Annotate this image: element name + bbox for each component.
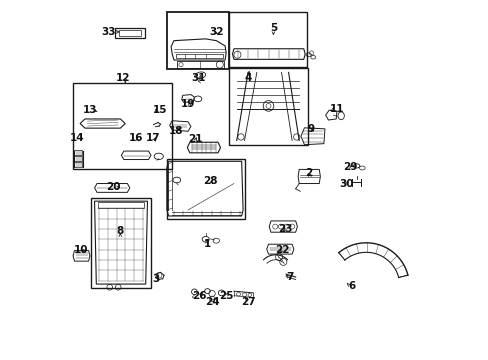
Text: 6: 6 (348, 281, 355, 291)
Text: 22: 22 (274, 245, 289, 255)
Bar (91, 198, 151, 288)
Text: 9: 9 (307, 124, 314, 134)
Bar (228, 68, 307, 145)
Text: 18: 18 (169, 126, 183, 136)
Text: 12: 12 (115, 73, 130, 83)
Text: 15: 15 (152, 105, 167, 115)
Text: 11: 11 (329, 104, 344, 114)
Text: 16: 16 (128, 133, 143, 143)
Text: 27: 27 (241, 297, 256, 307)
Text: 8: 8 (117, 226, 123, 236)
Text: 26: 26 (192, 292, 206, 301)
Text: 19: 19 (181, 99, 195, 109)
Text: 32: 32 (208, 27, 223, 37)
Text: 28: 28 (203, 176, 217, 186)
Text: 21: 21 (187, 134, 202, 144)
Text: 4: 4 (244, 73, 251, 83)
Text: 2: 2 (305, 168, 312, 178)
Text: 5: 5 (269, 23, 277, 33)
Text: 3: 3 (152, 274, 160, 284)
Text: 23: 23 (278, 224, 292, 234)
Text: 20: 20 (105, 182, 120, 192)
Text: 25: 25 (219, 292, 233, 301)
Text: 24: 24 (205, 297, 220, 307)
Bar (228, 12, 306, 67)
Text: 1: 1 (203, 239, 211, 249)
Text: 33: 33 (101, 27, 116, 37)
Text: 29: 29 (343, 162, 357, 172)
Text: 7: 7 (285, 272, 293, 282)
Text: 14: 14 (70, 133, 84, 143)
Text: 13: 13 (82, 105, 97, 115)
Bar (73, 83, 172, 170)
Text: 17: 17 (146, 133, 161, 143)
Text: 31: 31 (191, 73, 205, 83)
Bar (166, 159, 244, 219)
Bar (166, 13, 228, 69)
Text: 30: 30 (339, 179, 353, 189)
Text: 10: 10 (74, 245, 89, 255)
